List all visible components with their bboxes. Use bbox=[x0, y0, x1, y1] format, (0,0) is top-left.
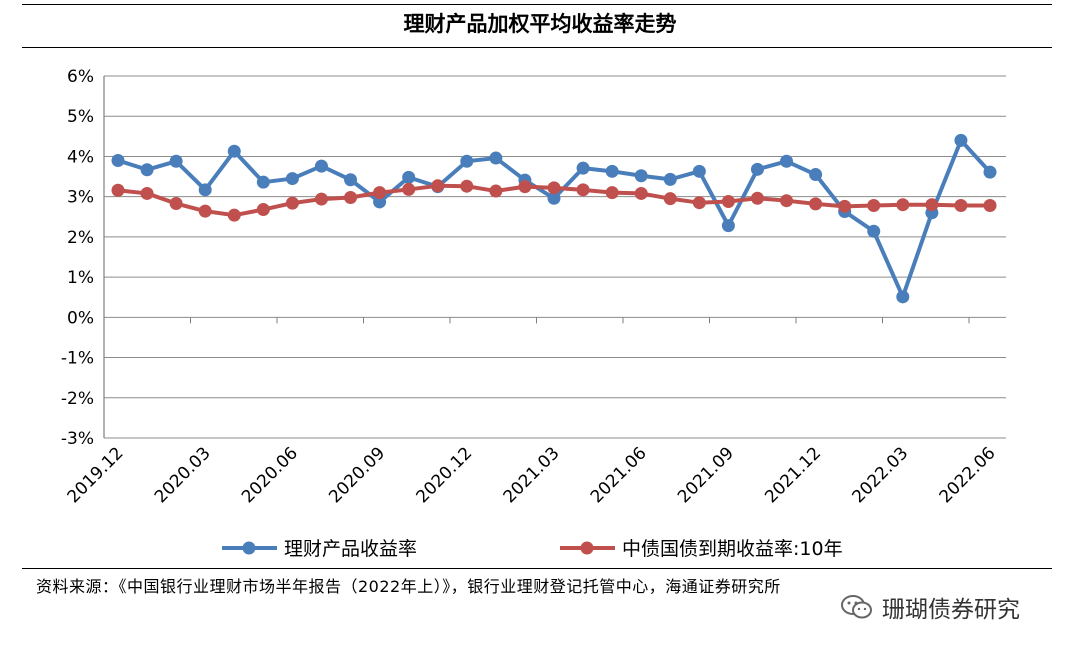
data-point-series-2 bbox=[460, 179, 474, 193]
data-point-series-2 bbox=[605, 186, 619, 200]
data-point-series-1 bbox=[256, 175, 270, 189]
data-point-series-2 bbox=[402, 182, 416, 196]
data-point-series-2 bbox=[256, 203, 270, 217]
data-point-series-1 bbox=[605, 164, 619, 178]
x-tick-label: 2020.06 bbox=[238, 443, 302, 507]
data-point-series-1 bbox=[373, 195, 387, 209]
legend-label: 理财产品收益率 bbox=[284, 538, 417, 560]
bottom-rule bbox=[22, 568, 1052, 569]
legend-label: 中债国债到期收益率:10年 bbox=[622, 538, 843, 560]
x-tick-label: 2019.12 bbox=[64, 443, 128, 507]
data-point-series-2 bbox=[925, 198, 939, 212]
data-point-series-2 bbox=[809, 197, 823, 211]
watermark: 珊瑚债券研究 bbox=[840, 590, 1020, 624]
data-point-series-1 bbox=[111, 153, 125, 167]
data-point-series-2 bbox=[663, 192, 677, 206]
source-note: 资料来源：《中国银行业理财市场半年报告（2022年上）》，银行业理财登记托管中心… bbox=[36, 577, 781, 596]
y-tick-label: 2% bbox=[67, 228, 94, 248]
data-point-series-2 bbox=[896, 198, 910, 212]
legend-marker bbox=[242, 541, 256, 555]
data-point-series-2 bbox=[489, 184, 503, 198]
y-tick-label: 0% bbox=[67, 308, 94, 328]
data-point-series-2 bbox=[169, 197, 183, 211]
x-tick-label: 2020.09 bbox=[325, 443, 389, 507]
data-point-series-1 bbox=[721, 219, 735, 233]
data-point-series-2 bbox=[692, 196, 706, 210]
data-point-series-2 bbox=[576, 183, 590, 197]
y-tick-label: 1% bbox=[67, 268, 94, 288]
x-tick-label: 2021.03 bbox=[500, 443, 564, 507]
x-tick-label: 2022.03 bbox=[848, 443, 912, 507]
wechat-icon bbox=[840, 594, 874, 620]
data-point-series-1 bbox=[344, 173, 358, 187]
data-point-series-2 bbox=[634, 186, 648, 200]
data-point-series-2 bbox=[227, 208, 241, 222]
data-point-series-1 bbox=[402, 170, 416, 184]
data-point-series-1 bbox=[198, 183, 212, 197]
data-point-series-2 bbox=[285, 196, 299, 210]
data-point-series-1 bbox=[547, 191, 561, 205]
y-tick-label: -2% bbox=[61, 389, 94, 409]
x-tick-label: 2020.12 bbox=[412, 443, 476, 507]
data-point-series-2 bbox=[431, 179, 445, 193]
data-point-series-1 bbox=[634, 169, 648, 183]
data-point-series-2 bbox=[314, 192, 328, 206]
y-tick-label: 4% bbox=[67, 147, 94, 167]
line-chart: 6% 5% 4% 3% 2% 1% 0% -1% -2% -3%2019.12 2020.03 202… bbox=[61, 67, 1006, 560]
x-tick-label: 2020.03 bbox=[151, 443, 215, 507]
data-point-series-2 bbox=[140, 186, 154, 200]
y-tick-label: 6% bbox=[67, 67, 94, 87]
data-point-series-1 bbox=[489, 151, 503, 165]
data-point-series-1 bbox=[780, 154, 794, 168]
data-point-series-1 bbox=[460, 154, 474, 168]
data-point-series-1 bbox=[227, 144, 241, 158]
data-point-series-2 bbox=[373, 186, 387, 200]
y-tick-label: -1% bbox=[61, 349, 94, 369]
data-point-series-1 bbox=[954, 133, 968, 147]
top-rule bbox=[22, 4, 1052, 5]
data-point-series-1 bbox=[314, 159, 328, 173]
data-point-series-2 bbox=[867, 199, 881, 213]
chart-title: 理财产品加权平均收益率走势 bbox=[403, 11, 677, 36]
data-point-series-2 bbox=[198, 204, 212, 218]
y-tick-label: 3% bbox=[67, 188, 94, 208]
legend-marker bbox=[580, 541, 594, 555]
data-point-series-1 bbox=[140, 163, 154, 177]
data-point-series-1 bbox=[896, 290, 910, 304]
data-point-series-1 bbox=[285, 172, 299, 186]
data-point-series-2 bbox=[518, 180, 532, 194]
data-point-series-1 bbox=[169, 154, 183, 168]
data-point-series-2 bbox=[344, 190, 358, 204]
data-point-series-1 bbox=[867, 224, 881, 238]
x-tick-label: 2021.09 bbox=[674, 443, 738, 507]
data-point-series-2 bbox=[721, 194, 735, 208]
data-point-series-1 bbox=[750, 162, 764, 176]
x-tick-label: 2021.06 bbox=[587, 443, 651, 507]
data-point-series-2 bbox=[780, 194, 794, 208]
y-tick-label: 5% bbox=[67, 107, 94, 127]
data-point-series-2 bbox=[954, 199, 968, 213]
data-point-series-1 bbox=[809, 168, 823, 182]
data-point-series-2 bbox=[750, 191, 764, 205]
data-point-series-1 bbox=[663, 172, 677, 186]
data-point-series-1 bbox=[983, 165, 997, 179]
data-point-series-2 bbox=[983, 199, 997, 213]
series-line-1 bbox=[117, 138, 992, 299]
y-tick-label: -3% bbox=[61, 429, 94, 449]
data-point-series-2 bbox=[111, 183, 125, 197]
data-point-series-2 bbox=[547, 181, 561, 195]
data-point-series-1 bbox=[576, 161, 590, 175]
watermark-text: 珊瑚债券研究 bbox=[882, 597, 1020, 623]
title-rule bbox=[22, 47, 1052, 48]
data-point-series-1 bbox=[692, 164, 706, 178]
x-tick-label: 2021.12 bbox=[761, 443, 825, 507]
data-point-series-2 bbox=[838, 199, 852, 213]
x-tick-label: 2022.06 bbox=[936, 443, 1000, 507]
